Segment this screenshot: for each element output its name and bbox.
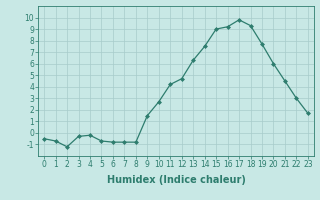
X-axis label: Humidex (Indice chaleur): Humidex (Indice chaleur) (107, 175, 245, 185)
